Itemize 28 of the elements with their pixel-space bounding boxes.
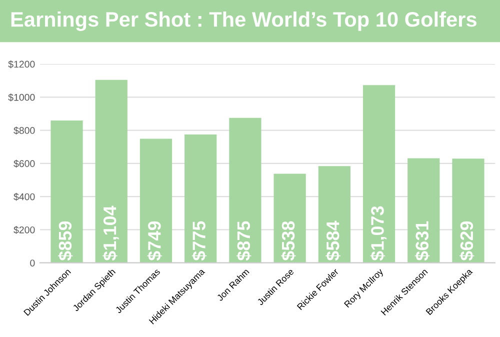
data-label: $1,104 bbox=[102, 206, 119, 261]
data-label: $875 bbox=[236, 221, 252, 261]
bar bbox=[452, 158, 484, 263]
data-label: $859 bbox=[58, 221, 73, 261]
y-tick-label: $1000 bbox=[8, 93, 35, 102]
y-tick-label: $200 bbox=[14, 226, 35, 234]
bar bbox=[95, 80, 128, 263]
bar bbox=[408, 158, 440, 263]
data-label: $584 bbox=[326, 220, 340, 261]
y-tick-label: 0 bbox=[30, 260, 35, 266]
y-tick-label: $600 bbox=[14, 160, 35, 168]
y-tick-label: $800 bbox=[14, 126, 35, 135]
bar bbox=[229, 118, 262, 263]
data-label: $629 bbox=[460, 221, 474, 261]
data-label: $538 bbox=[281, 221, 296, 261]
chart-title: Earnings Per Shot : The World’s Top 10 Golfers bbox=[11, 11, 476, 31]
data-label: $1,073 bbox=[370, 206, 386, 261]
y-tick-label: $1200 bbox=[8, 60, 35, 68]
bar bbox=[140, 138, 172, 263]
bar bbox=[184, 134, 217, 263]
bar bbox=[318, 166, 350, 263]
data-label: $775 bbox=[192, 221, 207, 261]
data-label: $631 bbox=[414, 221, 430, 261]
bar bbox=[274, 174, 306, 263]
bar bbox=[50, 120, 83, 263]
data-label: $749 bbox=[147, 221, 162, 261]
y-tick-label: $400 bbox=[14, 192, 35, 201]
bar bbox=[362, 85, 396, 263]
